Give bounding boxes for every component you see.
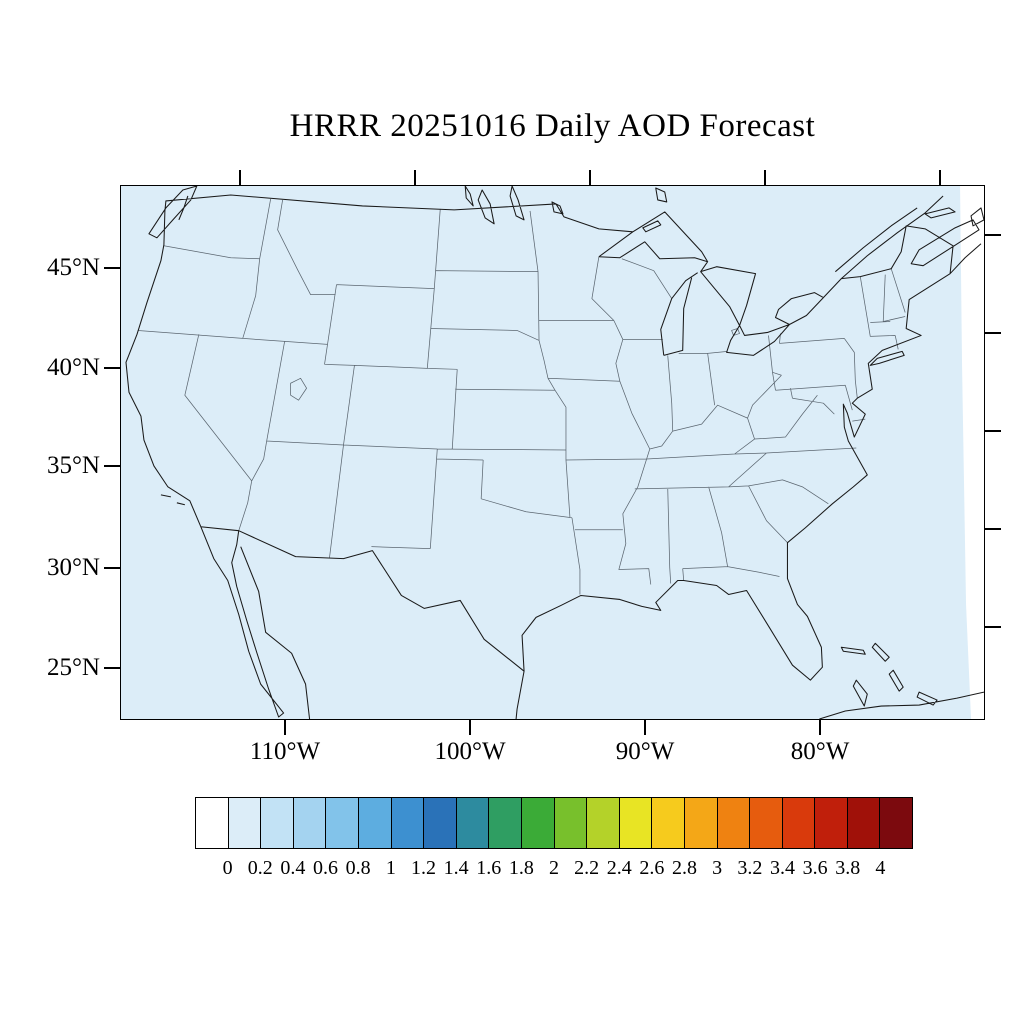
colorbar-cell: [619, 798, 653, 848]
lat-tick: [104, 567, 120, 569]
colorbar-tick-label: 0.6: [313, 857, 339, 879]
lon-tick: [284, 720, 286, 735]
colorbar-cell: [750, 798, 783, 848]
colorbar-cell: [717, 798, 751, 848]
lat-label: 30°N: [46, 554, 100, 581]
lon-label: 90°W: [615, 738, 675, 765]
colorbar-cell: [456, 798, 490, 848]
colorbar-tick-label: 3: [712, 857, 723, 879]
lat-label: 25°N: [46, 654, 100, 681]
colorbar-tick-label: 2.2: [574, 857, 600, 879]
colorbar-cell: [847, 798, 881, 848]
no-data-region: [960, 186, 984, 719]
lat-label: 40°N: [46, 354, 100, 381]
top-tick: [764, 170, 766, 185]
conus-map-graphic: [125, 186, 984, 719]
colorbar-tick-label: 0.4: [280, 857, 306, 879]
colorbar-tick-label: 0.8: [345, 857, 371, 879]
top-tick: [939, 170, 941, 185]
colorbar-tick-label: 3.4: [769, 857, 795, 879]
colorbar-tick-label: 1: [385, 857, 396, 879]
lon-label: 110°W: [249, 738, 321, 765]
colorbar-cell: [326, 798, 359, 848]
colorbar-tick-label: 2.4: [606, 857, 632, 879]
page-title: HRRR 20251016 Daily AOD Forecast: [289, 108, 816, 144]
lat-tick: [104, 667, 120, 669]
colorbar-cell: [815, 798, 848, 848]
colorbar-cell: [358, 798, 392, 848]
colorbar-cell: [196, 798, 229, 848]
right-tick: [985, 234, 1001, 236]
colorbar-cell: [391, 798, 425, 848]
colorbar-cell: [587, 798, 620, 848]
colorbar-tick-label: 2.6: [639, 857, 665, 879]
lat-tick: [104, 465, 120, 467]
colorbar-tick-label: 0.2: [247, 857, 273, 879]
colorbar: [195, 797, 913, 849]
coastline-path: [125, 186, 984, 719]
colorbar-tick-label: 4: [875, 857, 886, 879]
colorbar-tick-label: 1.6: [476, 857, 502, 879]
map-frame: [120, 185, 985, 720]
right-tick: [985, 626, 1001, 628]
colorbar-tick-label: 1.4: [443, 857, 469, 879]
right-tick: [985, 528, 1001, 530]
colorbar-cell: [293, 798, 327, 848]
colorbar-cell: [424, 798, 457, 848]
colorbar-cell: [652, 798, 685, 848]
colorbar-cell: [684, 798, 718, 848]
lat-label: 35°N: [46, 452, 100, 479]
lon-tick: [819, 720, 821, 735]
colorbar-cell: [782, 798, 816, 848]
lat-tick: [104, 367, 120, 369]
colorbar-tick-label: 2: [549, 857, 559, 879]
colorbar-tick-label: 1.8: [508, 857, 534, 879]
lon-label: 80°W: [790, 738, 850, 765]
colorbar-cell: [521, 798, 555, 848]
colorbar-cell: [554, 798, 588, 848]
lon-label: 100°W: [434, 738, 506, 765]
lat-label: 45°N: [46, 254, 100, 281]
right-tick: [985, 430, 1001, 432]
colorbar-tick-label: 3.8: [835, 857, 861, 879]
colorbar-cell: [880, 798, 913, 848]
lon-tick: [469, 720, 471, 735]
lat-tick: [104, 267, 120, 269]
colorbar-tick-label: 3.6: [802, 857, 828, 879]
colorbar-cell: [228, 798, 262, 848]
top-tick: [239, 170, 241, 185]
lon-tick: [644, 720, 646, 735]
top-tick: [414, 170, 416, 185]
colorbar-tick-label: 0: [222, 857, 233, 879]
state-borders-path: [137, 198, 906, 595]
top-tick: [589, 170, 591, 185]
colorbar-tick-label: 2.8: [672, 857, 698, 879]
colorbar-cell: [261, 798, 294, 848]
colorbar-tick-label: 3.2: [737, 857, 763, 879]
colorbar-tick-label: 1.2: [410, 857, 436, 879]
colorbar-cell: [489, 798, 522, 848]
right-tick: [985, 332, 1001, 334]
